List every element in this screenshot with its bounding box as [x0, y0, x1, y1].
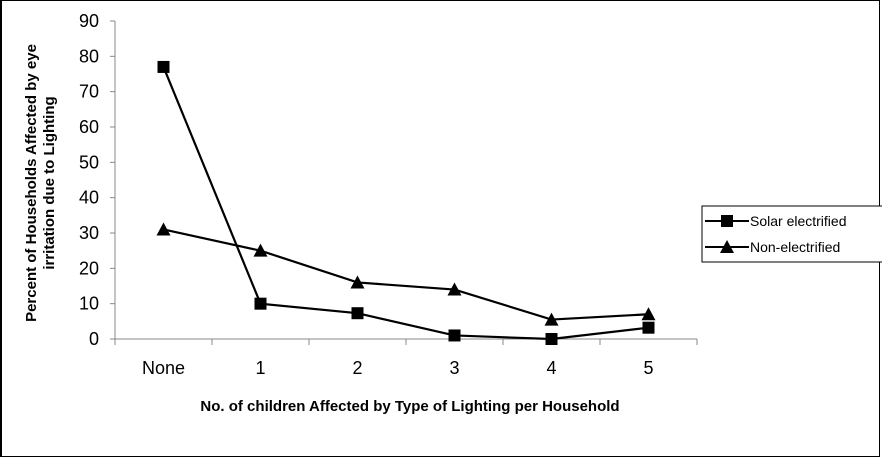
series-line: [163, 228, 649, 321]
data-point-triangle: [641, 307, 656, 321]
data-point-square: [351, 307, 364, 320]
data-point-square: [448, 329, 461, 342]
legend-marker-square: [721, 215, 733, 227]
y-tick-label: 10: [79, 294, 99, 314]
y-axis-label-line1: Percent of Households Affected by eye: [23, 44, 40, 322]
x-tick-label: None: [142, 358, 185, 378]
legend-label-non: Non-electrified: [750, 239, 840, 255]
x-tick-label: 4: [546, 358, 556, 378]
data-point-square: [545, 333, 558, 345]
data-point-square: [254, 297, 267, 310]
x-axis: None 1 2 3 4 5: [114, 338, 698, 378]
x-tick-label: 1: [255, 358, 265, 378]
y-tick-label: 50: [79, 152, 99, 172]
x-tick-label: 3: [449, 358, 459, 378]
y-tick-label: 40: [79, 188, 99, 208]
y-tick-label: 80: [79, 46, 99, 66]
y-axis-label-line2: irritation due to Lighting: [41, 96, 58, 269]
series-line: [162, 66, 649, 341]
y-tick-label: 20: [79, 258, 99, 278]
data-point-square: [157, 60, 170, 73]
legend-label-solar: Solar electrified: [750, 213, 847, 229]
x-axis-label: No. of children Affected by Type of Ligh…: [200, 398, 619, 415]
data-point-triangle: [156, 222, 171, 236]
x-tick-label: 5: [643, 358, 653, 378]
legend: Solar electrified Non-electrified: [701, 205, 882, 263]
data-point-triangle: [447, 282, 462, 296]
data-point-square: [642, 321, 655, 334]
y-tick-label: 60: [79, 117, 99, 137]
y-tick-label: 90: [79, 11, 99, 31]
data-point-triangle: [350, 275, 365, 289]
series-non-electrified: [156, 222, 656, 326]
x-tick-label: 2: [352, 358, 362, 378]
y-tick-label: 70: [79, 82, 99, 102]
legend-marker-triangle: [720, 240, 734, 253]
y-axis: 0 10 20 30 40 50 60 70 80 90: [79, 11, 116, 349]
data-point-triangle: [253, 243, 268, 257]
series-layer: [156, 60, 656, 345]
data-point-triangle: [544, 312, 559, 326]
series-solar-electrified: [157, 60, 655, 345]
y-tick-label: 30: [79, 223, 99, 243]
y-tick-label: 0: [89, 329, 99, 349]
